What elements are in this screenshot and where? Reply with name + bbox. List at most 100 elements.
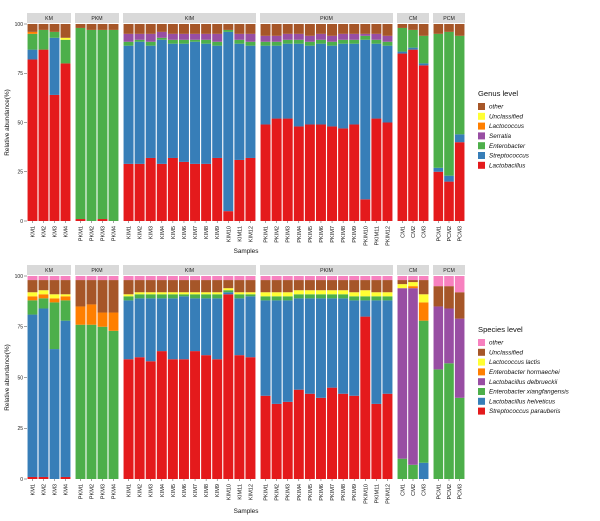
p2-bar-segment (201, 355, 212, 479)
p1-bar-segment (382, 24, 393, 36)
p2-bar-segment (433, 286, 444, 307)
p2-bar-segment (418, 320, 429, 463)
p2-bar-segment (190, 276, 201, 281)
p1-facet-strip (75, 13, 119, 23)
p2-bar-segment (304, 294, 315, 299)
p1-bar-segment (123, 24, 134, 34)
p2-bar-segment (444, 308, 454, 364)
p2-bar-segment (234, 292, 245, 295)
p2-legend-swatch (478, 388, 485, 395)
p2-bar-segment (212, 298, 223, 360)
p2-bar-segment (223, 294, 234, 479)
p1-bar-segment (338, 24, 349, 34)
p1-bar-segment (60, 39, 71, 64)
p2-bar-segment (260, 395, 271, 479)
p2-bar-segment (234, 276, 245, 281)
p1-bar-segment (327, 126, 338, 221)
p2-bar-segment (86, 324, 97, 479)
p1-bar-segment (433, 171, 444, 221)
p2-bar-segment (97, 312, 108, 327)
p2-bar-segment (418, 276, 429, 281)
p1-bar-segment (178, 43, 189, 162)
p2-bar-segment (382, 296, 393, 301)
p1-xtick-label: KIM12 (248, 226, 254, 242)
p2-bar-segment (245, 280, 256, 293)
p2-bar-segment (418, 462, 429, 479)
p2-bar-segment (315, 298, 326, 398)
p2-bar-segment (156, 351, 167, 479)
p2-legend-label: Enterobacter hormaechei (489, 369, 560, 376)
p2-bar-segment (27, 296, 38, 301)
p1-bar-segment (327, 41, 338, 46)
p1-bar-segment (418, 35, 429, 64)
p2-legend-label: other (489, 340, 504, 347)
p2-xtick-label: CM3 (422, 484, 428, 496)
p1-bar-segment (156, 31, 167, 38)
p2-bar-segment (49, 349, 60, 479)
p2-facet-strip (433, 265, 465, 275)
p2-bar-segment (444, 286, 454, 309)
p2-bar-segment (454, 397, 465, 479)
p1-bar-segment (178, 24, 189, 34)
p1-bar-segment (371, 118, 382, 221)
p2-bar-segment (349, 280, 360, 293)
p2-bar-segment (86, 304, 97, 325)
p1-bar-segment (108, 24, 119, 30)
p1-bar-segment (167, 39, 178, 44)
p2-bar-segment (444, 363, 454, 479)
p2-bar-segment (145, 276, 156, 281)
p2-bar-segment (60, 300, 71, 321)
p2-bar-segment (123, 280, 134, 295)
p1-bar-segment (245, 41, 256, 46)
p2-bar-segment (190, 280, 201, 293)
p1-xtick-label: KIM8 (204, 226, 210, 239)
p1-legend-label: Lactococcus (489, 123, 525, 130)
p2-bar-segment (49, 276, 60, 281)
p2-bar-segment (360, 296, 371, 301)
p2-bar-segment (212, 276, 223, 281)
p2-bar-segment (371, 292, 382, 297)
p1-facet-strip (433, 13, 465, 23)
p1-ytick-label: 75 (17, 71, 23, 77)
p1-bar-segment (360, 33, 371, 36)
p2-xtick-label: CM2 (411, 484, 417, 496)
p2-bar-segment (338, 280, 349, 291)
p2-bar-segment (245, 294, 256, 297)
p1-xtick-label: CM2 (411, 226, 417, 238)
p2-bar-segment (397, 284, 408, 289)
p2-bar-segment (408, 282, 418, 287)
p2-bar-segment (38, 476, 49, 479)
p1-xtick-label: KM3 (53, 226, 59, 238)
p1-bar-segment (108, 29, 119, 221)
p2-facet-label: KM (45, 268, 53, 274)
p2-bar-segment (371, 280, 382, 293)
p1-xtick-label: KIM2 (138, 226, 144, 239)
p1-bar-segment (293, 39, 304, 44)
p2-bar-segment (190, 292, 201, 295)
p1-bar-segment (75, 219, 86, 221)
p1-bar-segment (245, 24, 256, 34)
p1-bar-segment (304, 41, 315, 46)
p2-bar-segment (234, 355, 245, 479)
p2-bar-segment (245, 292, 256, 295)
p2-bar-segment (282, 292, 293, 297)
p1-bar-segment (49, 31, 60, 38)
p1-bar-segment (282, 24, 293, 34)
p1-bar-segment (223, 29, 234, 32)
p2-bar-segment (75, 324, 86, 479)
p2-bar-segment (349, 395, 360, 479)
p1-bar-segment (349, 33, 360, 40)
p2-bar-segment (97, 326, 108, 479)
p2-legend-label: Unclassified (489, 349, 523, 356)
p2-bar-segment (156, 298, 167, 352)
p1-bar-segment (282, 39, 293, 44)
p1-xtick-label: PKIM6 (319, 226, 325, 243)
p1-bar-segment (271, 24, 282, 36)
p1-legend-label: Enterobacter (489, 143, 526, 150)
p1-legend-label: Unclassified (489, 113, 523, 120)
p2-bar-segment (360, 280, 371, 291)
p1-bar-segment (418, 24, 429, 36)
p2-bar-segment (245, 357, 256, 479)
p2-bar-segment (75, 280, 86, 307)
p1-bar-segment (260, 24, 271, 36)
